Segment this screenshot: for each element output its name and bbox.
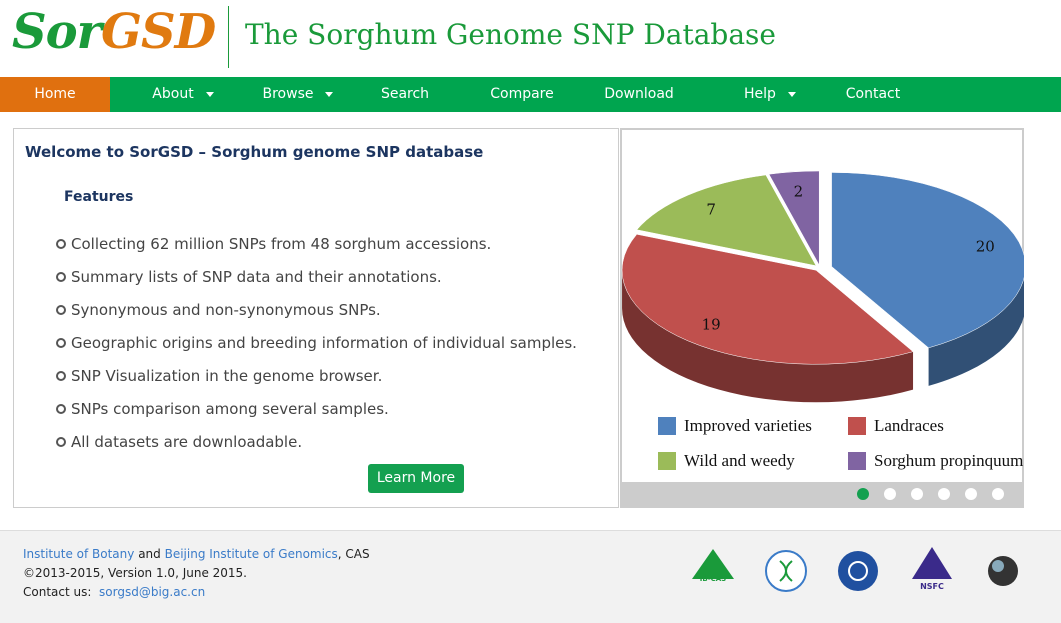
logo-icon [848, 561, 868, 581]
carousel-dot[interactable] [884, 488, 896, 500]
pie-slice[interactable] [621, 234, 914, 365]
logo-text: NSFC [920, 582, 944, 591]
nav-label: Browse [262, 86, 314, 102]
bullet [56, 238, 66, 249]
link[interactable]: Institute of Botany [23, 547, 135, 561]
dropdown-caret [787, 91, 796, 97]
legend-label: Improved varieties [684, 416, 812, 435]
logo-icon[interactable] [692, 549, 734, 579]
feature-item: SNPs comparison among several samples. [56, 400, 389, 418]
data-label: 2 [794, 182, 804, 200]
legend-label: Wild and weedy [684, 451, 795, 470]
pie-chart: 20 19 7 2 Improved varieties Landraces Wild an… [621, 130, 1024, 500]
site-title: The Sorghum Genome SNP Database [245, 18, 776, 51]
carousel-dot[interactable] [965, 488, 977, 500]
nav-label: Home [34, 86, 76, 102]
nav-label: About [152, 86, 194, 102]
nav-bar: Home About Browse Search Compare Download Help… [0, 77, 1061, 112]
nav-item[interactable]: Download [582, 77, 697, 112]
bullet [56, 403, 66, 414]
separator [228, 6, 229, 68]
feature-text: Collecting 62 million SNPs from 48 sorgh… [71, 235, 492, 253]
welcome-heading: Welcome to SorGSD – Sorghum genome SNP d… [25, 143, 484, 161]
features-heading: Features [64, 189, 134, 205]
logo-icon[interactable] [912, 547, 952, 579]
logo-icon [779, 560, 793, 582]
nav-label: Contact [845, 86, 901, 102]
bullet [56, 304, 66, 315]
feature-item: Synonymous and non-synonymous SNPs. [56, 301, 381, 319]
dropdown-caret [325, 91, 334, 97]
footer-line: Contact us: sorgsd@big.ac.cn [23, 585, 205, 599]
feature-text: Summary lists of SNP data and their anno… [71, 268, 442, 286]
logo-part: GSD [100, 4, 216, 60]
learn-more-button[interactable]: Learn More [368, 464, 464, 493]
data-label: 7 [706, 201, 716, 219]
nav-label: Compare [490, 86, 554, 102]
carousel: 20 19 7 2 Improved varieties Landraces Wild an… [620, 128, 1024, 508]
pie-slice[interactable] [831, 172, 1024, 349]
logo-icon[interactable] [838, 551, 878, 591]
pie-slice-side [622, 270, 914, 403]
nav-label: Search [380, 86, 430, 102]
legend-swatch [658, 417, 676, 435]
feature-text: SNPs comparison among several samples. [71, 400, 389, 418]
pie-slice[interactable] [768, 170, 820, 266]
footer: Institute of Botany and Beijing Institut… [0, 530, 1061, 623]
welcome-panel [13, 128, 619, 508]
nav-item[interactable]: Home [0, 77, 110, 112]
logo-icon[interactable] [988, 556, 1018, 586]
bullet [56, 370, 66, 381]
footer-line: ©2013-2015, Version 1.0, June 2015. [23, 566, 247, 580]
feature-item: Geographic origins and breeding informat… [56, 334, 577, 352]
feature-text: Geographic origins and breeding informat… [71, 334, 577, 352]
nav-label: Help [744, 86, 776, 102]
feature-text: All datasets are downloadable. [71, 433, 303, 451]
data-label: 20 [976, 237, 995, 255]
logo-icon [992, 560, 1004, 572]
feature-item: Collecting 62 million SNPs from 48 sorgh… [56, 235, 491, 253]
carousel-dot[interactable] [938, 488, 950, 500]
legend-swatch [848, 452, 866, 470]
carousel-dot[interactable] [992, 488, 1004, 500]
nav-item[interactable]: About [126, 77, 241, 112]
legend-swatch [848, 417, 866, 435]
pie-slice-side [928, 278, 1024, 386]
nav-item[interactable]: Help [713, 77, 828, 112]
logo[interactable]: SorGSD [12, 4, 216, 60]
text: , CAS [337, 547, 370, 561]
bullet [56, 271, 66, 282]
nav-item[interactable]: Contact [816, 77, 931, 112]
legend-swatch [658, 452, 676, 470]
feature-item: All datasets are downloadable. [56, 433, 302, 451]
legend-label: Landraces [874, 416, 944, 435]
nav-label: Download [604, 86, 674, 102]
bullet [56, 436, 66, 447]
partner-logos: IB-CAS NSFC [692, 547, 1018, 592]
text: and [134, 547, 165, 561]
text: Contact us: [23, 585, 92, 599]
feature-text: SNP Visualization in the genome browser. [71, 367, 383, 385]
logo-part: Sor [12, 4, 102, 60]
legend-label: Sorghum propinquum [874, 451, 1023, 470]
email-link[interactable]: sorgsd@big.ac.cn [99, 585, 206, 599]
feature-item: SNP Visualization in the genome browser. [56, 367, 382, 385]
carousel-dot[interactable] [911, 488, 923, 500]
link[interactable]: Beijing Institute of Genomics [164, 547, 338, 561]
footer-line: Institute of Botany and Beijing Institut… [23, 547, 370, 561]
feature-text: Synonymous and non-synonymous SNPs. [71, 301, 381, 319]
data-label: 19 [702, 315, 721, 333]
feature-item: Summary lists of SNP data and their anno… [56, 268, 442, 286]
logo-text: IB-CAS [700, 575, 726, 583]
nav-item[interactable]: Search [348, 77, 463, 112]
dropdown-caret [205, 91, 214, 97]
nav-item[interactable]: Browse [241, 77, 356, 112]
bullet [56, 337, 66, 348]
carousel-dot[interactable] [857, 488, 869, 500]
pie-slice[interactable] [636, 174, 817, 267]
nav-item[interactable]: Compare [465, 77, 580, 112]
